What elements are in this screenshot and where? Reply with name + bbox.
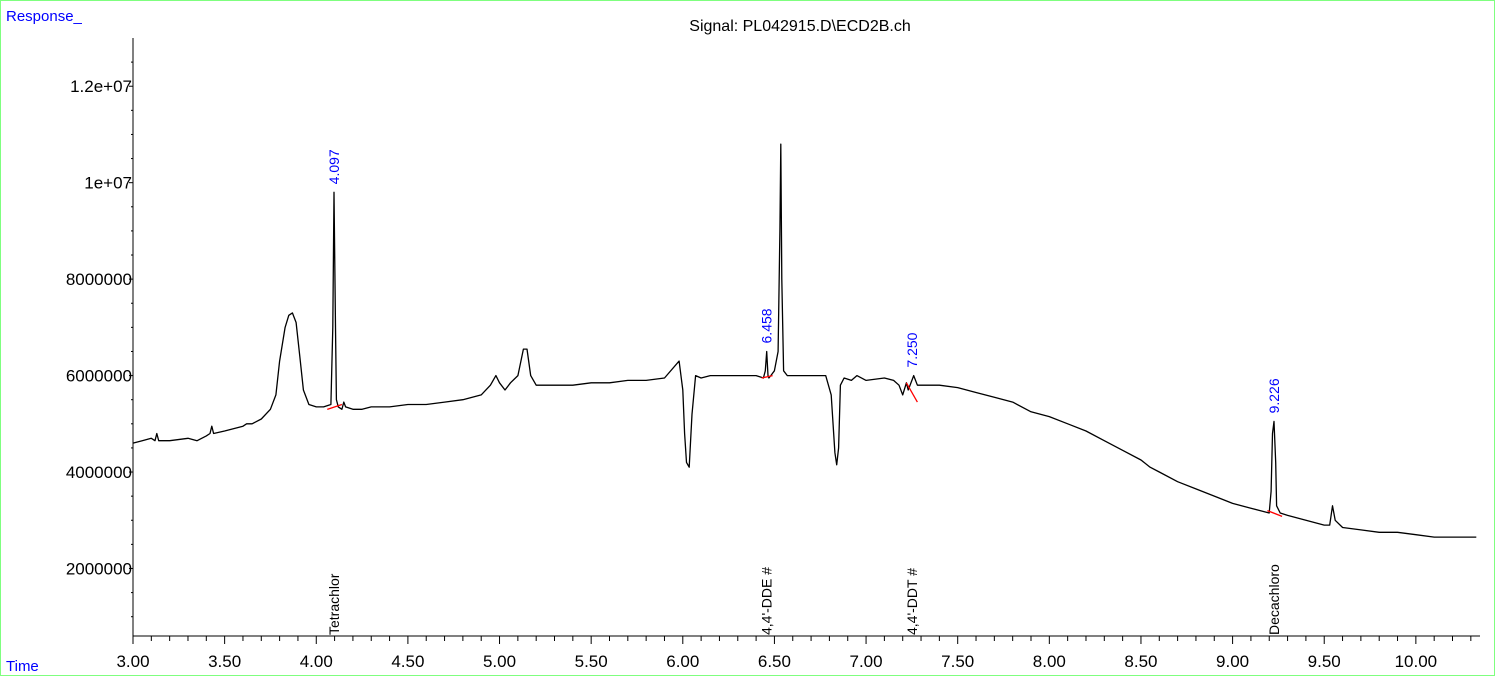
y-tick-label: 6000000 (66, 367, 132, 386)
y-tick-label: 1.2e+07 (70, 77, 132, 96)
chart-title: Signal: PL042915.D\ECD2B.ch (689, 18, 910, 35)
x-tick-label: 4.50 (391, 652, 424, 671)
x-axis-label: Time (6, 658, 39, 675)
x-tick-label: 5.00 (483, 652, 516, 671)
peak-baseline (1267, 510, 1283, 518)
signal-traces (132, 143, 1477, 538)
peak-baseline (761, 374, 773, 379)
compound-name-label: 4,4'-DDT # (904, 568, 920, 635)
compound-name-label: Tetrachlor (326, 573, 342, 635)
peak-annotations: 4.097 6.458 7.250 9.226 Tetrachlor 4,4'-DDE #… (326, 149, 1282, 635)
x-tick-label: 10.00 (1395, 652, 1438, 671)
compound-name-label: Decachloro (1266, 564, 1282, 635)
y-tick-label: 2000000 (66, 559, 132, 578)
compound-name-label: 4,4'-DDE # (759, 567, 775, 635)
x-tick-label: 9.50 (1308, 652, 1341, 671)
y-tick-label: 4000000 (66, 463, 132, 482)
x-tick-label: 3.00 (116, 652, 149, 671)
x-tick-label: 7.50 (941, 652, 974, 671)
peak-retention-label: 7.250 (904, 332, 920, 367)
x-tick-label: 6.50 (758, 652, 791, 671)
x-tick-label: 4.00 (300, 652, 333, 671)
x-tick-label: 7.00 (850, 652, 883, 671)
x-tick-label: 8.50 (1124, 652, 1157, 671)
y-tick-label: 8000000 (66, 270, 132, 289)
x-tick-label: 9.00 (1216, 652, 1249, 671)
x-tick-label: 3.50 (208, 652, 241, 671)
peak-retention-label: 9.226 (1266, 378, 1282, 413)
peak-baseline (905, 382, 918, 403)
y-axis-label: Response_ (6, 8, 83, 25)
signal-trace-line (132, 143, 1477, 538)
peak-baseline (327, 403, 343, 410)
peak-retention-label: 6.458 (759, 308, 775, 343)
y-tick-label: 1e+07 (84, 174, 132, 193)
peak-retention-label: 4.097 (326, 149, 342, 184)
peak-baselines (327, 374, 1283, 518)
x-tick-label: 5.50 (575, 652, 608, 671)
axes: 2000000 4000000 6000000 8000000 1e+07 1.2e+07… (66, 38, 1480, 671)
x-tick-label: 8.00 (1033, 652, 1066, 671)
x-tick-label: 6.00 (666, 652, 699, 671)
